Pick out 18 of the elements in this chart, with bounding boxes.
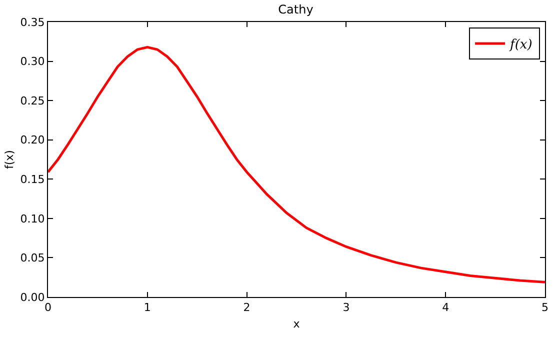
y-tick-label: 0.35 xyxy=(20,16,45,29)
y-tick-label: 0.00 xyxy=(20,290,45,304)
y-axis-title: f(x) xyxy=(2,150,16,169)
x-tick-label: 1 xyxy=(144,301,151,314)
y-tick-label: 0.10 xyxy=(20,212,45,226)
legend-label: f(x) xyxy=(509,38,532,53)
y-tick-label: 0.05 xyxy=(20,252,45,265)
x-tick-label: 2 xyxy=(243,301,250,314)
y-tick-label: 0.30 xyxy=(20,55,45,68)
x-tick-label: 3 xyxy=(342,301,350,314)
chart-title: Cathy xyxy=(278,2,314,16)
x-tick-label: 5 xyxy=(542,301,548,314)
y-tick-label: 0.15 xyxy=(20,172,45,186)
x-tick-label: 4 xyxy=(442,301,450,314)
x-tick-label: 0 xyxy=(44,301,52,314)
y-tick-label: 0.25 xyxy=(20,94,45,108)
y-tick-label: 0.20 xyxy=(20,134,45,147)
x-axis-title: x xyxy=(293,317,300,330)
